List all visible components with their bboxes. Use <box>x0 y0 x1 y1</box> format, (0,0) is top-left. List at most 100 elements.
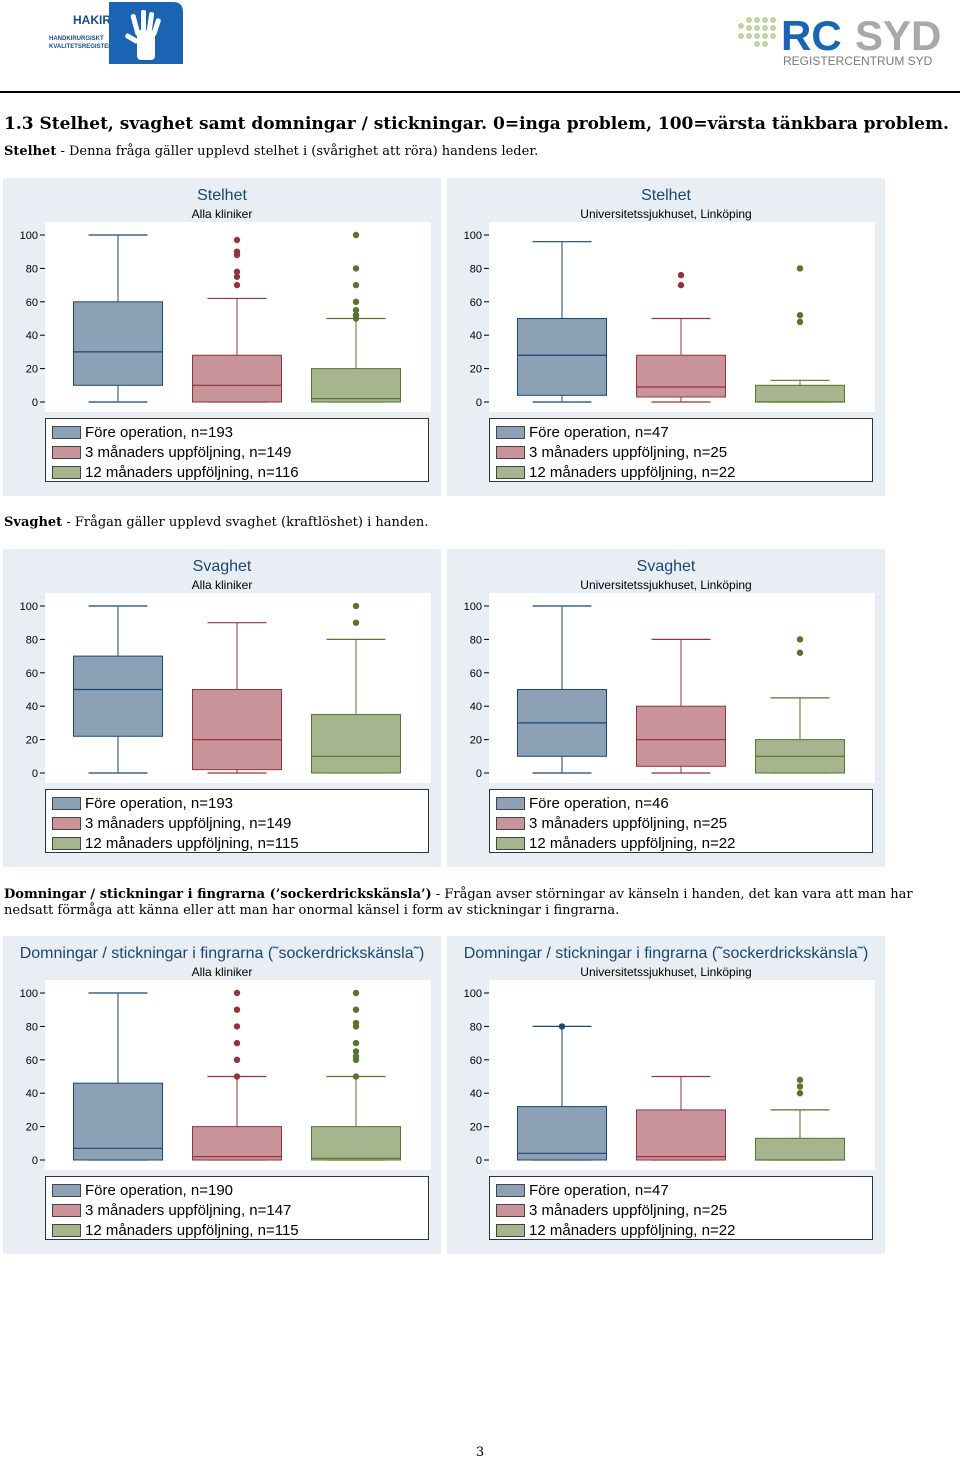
outlier-12m <box>352 298 360 305</box>
legend-label: 3 månaders uppföljning, n=25 <box>529 814 728 832</box>
chart-subtitle: Alla kliniker <box>191 207 253 221</box>
outlier-12m <box>796 1083 804 1090</box>
outlier-3m <box>233 273 241 280</box>
y-tick-label: 100 <box>20 601 38 613</box>
chart-legend: Före operation, n=47 3 månaders uppföljn… <box>489 418 873 482</box>
outlier-12m <box>352 231 360 239</box>
legend-label: Före operation, n=47 <box>529 1181 669 1199</box>
legend-item-3m: 3 månaders uppföljning, n=25 <box>496 813 872 833</box>
legend-item-12m: 12 månaders uppföljning, n=116 <box>52 462 428 482</box>
header-rule <box>0 91 960 93</box>
chart-subtitle: Universitetssjukhuset, Linköping <box>580 965 752 979</box>
y-tick-label: 80 <box>470 1021 482 1033</box>
y-tick-label: 40 <box>470 1088 482 1100</box>
outlier-3m <box>233 281 241 289</box>
y-tick-label: 60 <box>26 668 38 680</box>
outlier-3m <box>233 1006 241 1013</box>
chart-svg: 0 20 40 60 80 100 <box>20 593 431 783</box>
desc-stelhet-bold: Stelhet <box>4 144 57 159</box>
legend-item-12m: 12 månaders uppföljning, n=115 <box>52 1220 428 1240</box>
legend-label: 12 månaders uppföljning, n=22 <box>529 1221 736 1239</box>
desc-stelhet-text: - Denna fråga gäller upplevd stelhet i (… <box>56 144 539 159</box>
chart-svg: 0 20 40 60 80 100 <box>464 222 875 412</box>
outlier-12m <box>352 1039 360 1047</box>
legend-label: 12 månaders uppföljning, n=22 <box>529 834 736 852</box>
legend-item-3m: 3 månaders uppföljning, n=25 <box>496 442 872 462</box>
legend-label: 3 månaders uppföljning, n=25 <box>529 1201 728 1219</box>
page-header: HAKIR HANDKIRURGISKT KVALITETSREGISTER R… <box>0 0 960 90</box>
legend-item-pre: Före operation, n=193 <box>52 793 428 813</box>
desc-svaghet-bold: Svaghet <box>4 515 63 530</box>
outlier-12m <box>352 306 360 314</box>
box-pre <box>517 318 607 396</box>
legend-item-3m: 3 månaders uppföljning, n=149 <box>52 442 428 462</box>
outlier-pre <box>558 1023 566 1030</box>
chart-svg: 0 20 40 60 80 100 <box>464 593 875 783</box>
legend-label: 12 månaders uppföljning, n=116 <box>85 463 299 481</box>
outlier-12m <box>796 649 804 656</box>
legend-swatch-pre <box>496 796 525 810</box>
desc-domningar-text: - Frågan avser störningar av känseln i h… <box>4 887 913 918</box>
legend-item-pre: Före operation, n=46 <box>496 793 872 813</box>
chart-legend: Före operation, n=190 3 månaders uppfölj… <box>45 1176 429 1240</box>
box-3m <box>636 1109 726 1161</box>
outlier-3m <box>233 236 241 244</box>
y-tick-label: 20 <box>470 735 482 747</box>
y-tick-label: 20 <box>26 364 38 376</box>
chart-title: Svaghet <box>636 558 696 575</box>
legend-label: Före operation, n=47 <box>529 423 669 441</box>
legend-label: Före operation, n=46 <box>529 794 669 812</box>
outlier-12m <box>352 619 360 626</box>
y-tick-label: 20 <box>26 735 38 747</box>
legend-item-3m: 3 månaders uppföljning, n=25 <box>496 1200 872 1220</box>
box-pre <box>73 655 163 737</box>
dots-icon <box>738 17 776 47</box>
chart-svg: 0 20 40 60 80 100 <box>20 980 431 1170</box>
chart-panel: 0 20 40 60 80 100 Svaghet Alla kliniker Före … <box>3 549 441 867</box>
box-pre <box>517 1106 607 1161</box>
chart-panel: 0 20 40 60 80 100 Svaghet Universitetssjukhus… <box>447 549 885 867</box>
desc-stelhet: Stelhet - Denna fråga gäller upplevd ste… <box>4 144 959 160</box>
chart-subtitle: Universitetssjukhuset, Linköping <box>580 207 752 221</box>
legend-swatch-12m <box>496 1223 525 1237</box>
outlier-12m <box>352 1053 360 1060</box>
desc-svaghet: Svaghet - Frågan gäller upplevd svaghet … <box>4 515 959 531</box>
outlier-12m <box>352 1048 360 1055</box>
chart-panel: 0 20 40 60 80 100 Stelhet Universitetssjukhus… <box>447 178 885 496</box>
legend-swatch-3m <box>52 445 81 459</box>
y-tick-label: 60 <box>26 1055 38 1067</box>
y-tick-label: 0 <box>32 1155 38 1167</box>
chart-svg: 0 20 40 60 80 100 <box>464 980 875 1170</box>
legend-swatch-3m <box>496 445 525 459</box>
legend-label: 12 månaders uppföljning, n=115 <box>85 834 299 852</box>
y-tick-label: 100 <box>20 230 38 242</box>
box-pre <box>73 301 163 386</box>
chart-panel: 0 20 40 60 80 100 Stelhet Alla kliniker Före … <box>3 178 441 496</box>
y-tick-label: 100 <box>20 988 38 1000</box>
box-12m <box>311 714 401 774</box>
y-tick-label: 60 <box>26 297 38 309</box>
legend-label: 3 månaders uppföljning, n=147 <box>85 1201 292 1219</box>
box-3m <box>636 705 726 767</box>
legend-swatch-pre <box>496 1183 525 1197</box>
outlier-3m <box>233 248 241 255</box>
rcsyd-logo-rc: RC <box>781 12 842 59</box>
chart-subtitle: Alla kliniker <box>191 578 253 592</box>
box-12m <box>755 1137 845 1161</box>
outlier-12m <box>352 311 360 319</box>
legend-item-12m: 12 månaders uppföljning, n=22 <box>496 462 872 482</box>
legend-item-3m: 3 månaders uppföljning, n=147 <box>52 1200 428 1220</box>
legend-swatch-3m <box>496 1203 525 1217</box>
chart-subtitle: Universitetssjukhuset, Linköping <box>580 578 752 592</box>
legend-swatch-3m <box>52 1203 81 1217</box>
y-tick-label: 80 <box>26 263 38 275</box>
outlier-12m <box>352 1019 360 1027</box>
legend-label: 12 månaders uppföljning, n=115 <box>85 1221 299 1239</box>
outlier-12m <box>352 1073 360 1080</box>
y-tick-label: 40 <box>26 701 38 713</box>
legend-swatch-pre <box>52 796 81 810</box>
outlier-3m <box>233 1056 241 1063</box>
legend-swatch-pre <box>52 1183 81 1197</box>
outlier-3m <box>677 271 685 279</box>
y-tick-label: 100 <box>464 988 482 1000</box>
